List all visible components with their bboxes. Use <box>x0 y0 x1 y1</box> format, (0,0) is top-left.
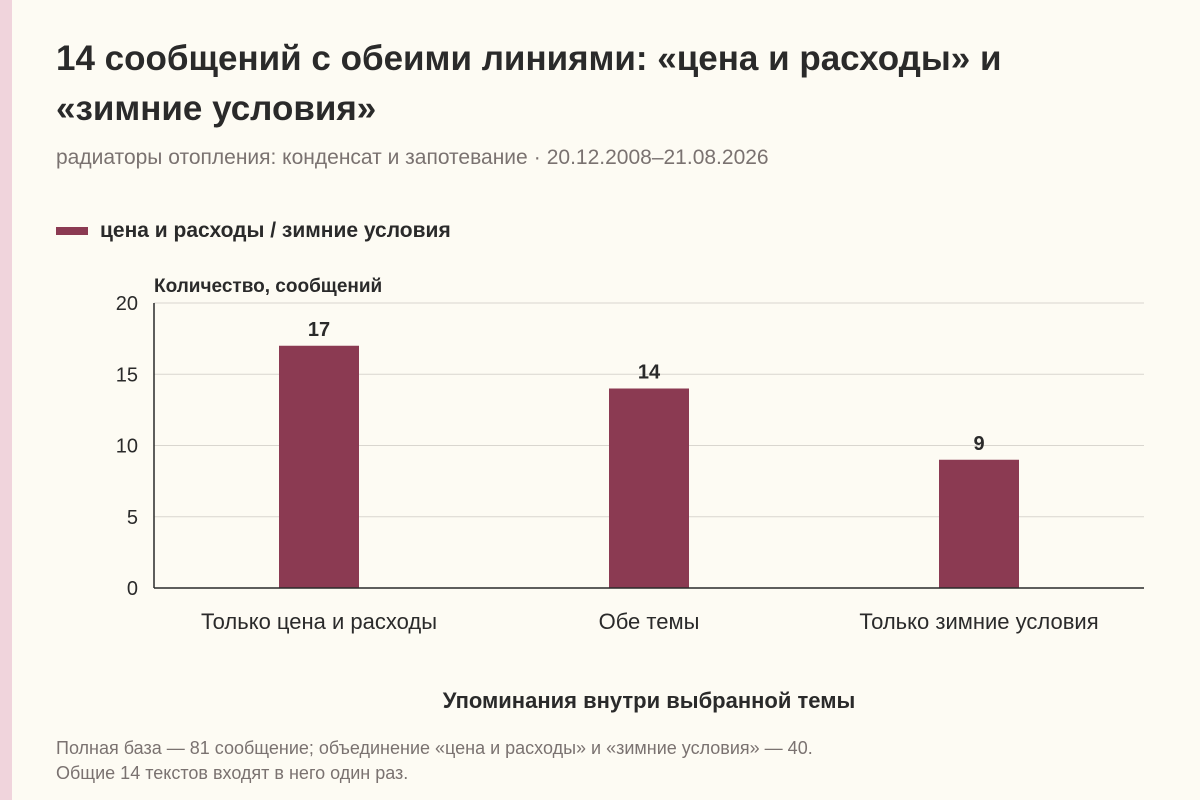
subtitle-period: 20.12.2008–21.08.2026 <box>546 146 769 169</box>
page-title: 14 сообщений с обеими линиями: «цена и р… <box>56 39 1002 128</box>
bars <box>279 345 1019 588</box>
footnote-line-1: Полная база — 81 сообщение; объединение … <box>56 738 813 758</box>
y-tick-label: 15 <box>116 364 138 386</box>
subtitle: радиаторы отопления: конденсат и запотев… <box>56 146 769 170</box>
legend-swatch <box>56 227 88 235</box>
bar <box>279 345 359 588</box>
footnote-line-2: Общие 14 текстов входят в него один раз. <box>56 763 409 783</box>
x-tick-label: Только зимние условия <box>859 609 1098 634</box>
x-tick-label: Только цена и расходы <box>201 609 437 634</box>
x-axis-label: Упоминания внутри выбранной темы <box>443 688 856 713</box>
data-label: 17 <box>308 319 330 341</box>
legend: цена и расходы / зимние условия <box>56 219 451 243</box>
bar <box>609 388 689 588</box>
y-axis-label: Количество, сообщений <box>154 276 382 297</box>
x-tick-label: Обе темы <box>599 609 700 634</box>
y-tick-label: 0 <box>127 578 138 600</box>
y-tick-label: 20 <box>116 293 138 315</box>
data-label: 14 <box>638 362 661 384</box>
footnote: Полная база — 81 сообщение; объединение … <box>56 736 1156 786</box>
subtitle-separator: · <box>533 146 541 169</box>
y-tick-label: 5 <box>127 507 138 529</box>
bar <box>939 459 1019 588</box>
y-tick-label: 10 <box>116 436 138 458</box>
accent-strip <box>0 0 12 800</box>
y-axis-ticks: 0 5 10 15 20 <box>116 293 138 600</box>
subtitle-topic: радиаторы отопления: конденсат и запотев… <box>56 146 528 169</box>
data-labels: 17 14 9 <box>308 319 985 455</box>
legend-label: цена и расходы / зимние условия <box>100 219 451 242</box>
x-axis-ticks: Только цена и расходы Обе темы Только зимн… <box>201 609 1099 634</box>
data-label: 9 <box>973 433 984 455</box>
